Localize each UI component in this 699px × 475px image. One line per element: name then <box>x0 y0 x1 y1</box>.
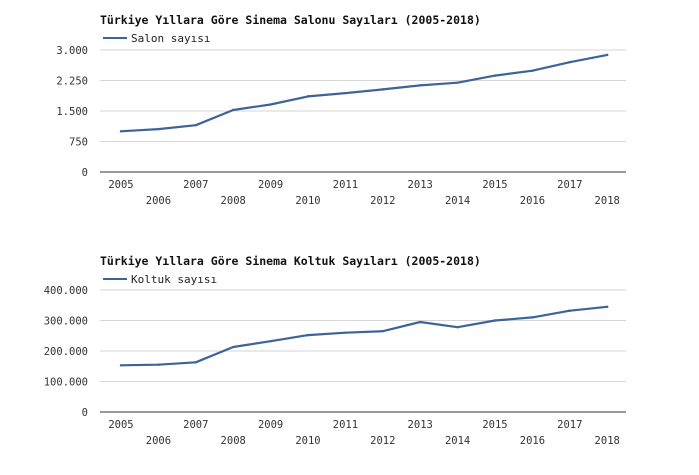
data-point <box>419 84 422 87</box>
data-point <box>119 364 123 367</box>
chart-title: Türkiye Yıllara Göre Sinema Koltuk Sayıl… <box>100 254 481 268</box>
data-point <box>269 340 272 343</box>
data-point <box>344 331 347 334</box>
chart-title: Türkiye Yıllara Göre Sinema Salonu Sayıl… <box>100 13 481 27</box>
data-point <box>456 326 459 329</box>
koltuk-chart: Türkiye Yıllara Göre Sinema Koltuk Sayıl… <box>44 254 626 447</box>
x-tick-label: 2009 <box>258 179 283 191</box>
x-tick-label: 2005 <box>108 419 133 431</box>
data-point <box>568 309 571 312</box>
x-tick-label: 2010 <box>295 195 320 207</box>
data-point <box>419 320 422 324</box>
y-axis-ticks: 0 750 1.500 2.250 3.000 <box>56 45 88 179</box>
data-point <box>606 53 609 57</box>
x-tick-label: 2011 <box>333 179 358 191</box>
data-point <box>269 103 272 106</box>
data-point <box>531 69 534 72</box>
y-tick-label: 200.000 <box>44 346 88 358</box>
y-gridlines <box>100 49 626 173</box>
x-tick-label: 2010 <box>295 435 320 447</box>
y-tick-label: 1.500 <box>56 106 88 118</box>
x-tick-label: 2018 <box>595 195 620 207</box>
data-point <box>493 74 497 77</box>
x-tick-label: 2006 <box>146 435 171 447</box>
y-axis-ticks: 0 100.000 200.000 300.000 400.000 <box>44 285 88 419</box>
y-gridlines <box>100 289 626 413</box>
y-tick-label: 100.000 <box>44 377 88 389</box>
data-point <box>456 81 459 84</box>
x-axis-ticks: 2005 2006 2007 2008 2009 2010 2011 2012 2013 2014… <box>108 419 619 447</box>
data-point <box>194 124 197 127</box>
legend-label: Salon sayısı <box>131 32 210 45</box>
series-layer <box>119 53 609 133</box>
y-tick-label: 0 <box>82 407 88 419</box>
x-tick-label: 2007 <box>183 179 208 191</box>
series-line <box>119 305 609 367</box>
x-tick-label: 2015 <box>482 419 507 431</box>
x-tick-label: 2016 <box>520 435 545 447</box>
y-tick-label: 400.000 <box>44 285 88 297</box>
x-tick-label: 2018 <box>595 435 620 447</box>
data-point <box>381 329 384 333</box>
data-point <box>157 363 160 366</box>
x-tick-label: 2007 <box>183 419 208 431</box>
x-tick-label: 2009 <box>258 419 283 431</box>
data-point <box>306 333 310 337</box>
y-tick-label: 2.250 <box>56 76 88 88</box>
data-point <box>157 127 160 131</box>
x-tick-label: 2011 <box>333 419 358 431</box>
x-axis-ticks: 2005 2006 2007 2008 2009 2010 2011 2012 2013 2014… <box>108 179 619 207</box>
y-tick-label: 0 <box>82 167 88 179</box>
data-point <box>344 91 347 95</box>
x-tick-label: 2014 <box>445 195 470 207</box>
salon-chart: Türkiye Yıllara Göre Sinema Salonu Sayıl… <box>56 13 626 207</box>
x-tick-label: 2005 <box>108 179 133 191</box>
x-tick-label: 2016 <box>520 195 545 207</box>
data-point <box>568 61 571 64</box>
data-point <box>232 345 235 349</box>
data-point <box>606 305 609 308</box>
y-tick-label: 750 <box>69 137 88 149</box>
x-tick-label: 2013 <box>408 179 433 191</box>
series-line <box>119 53 609 133</box>
x-tick-label: 2017 <box>557 419 582 431</box>
x-tick-label: 2008 <box>221 195 246 207</box>
x-tick-label: 2012 <box>370 435 395 447</box>
x-tick-label: 2015 <box>482 179 507 191</box>
x-tick-label: 2006 <box>146 195 171 207</box>
x-tick-label: 2017 <box>557 179 582 191</box>
legend-label: Koltuk sayısı <box>131 273 217 286</box>
y-tick-label: 300.000 <box>44 316 88 328</box>
x-tick-label: 2013 <box>408 419 433 431</box>
data-point <box>119 130 123 133</box>
data-point <box>531 316 534 319</box>
data-point <box>232 108 235 112</box>
data-point <box>306 95 310 98</box>
data-point <box>194 361 197 364</box>
x-tick-label: 2008 <box>221 435 246 447</box>
series-layer <box>119 305 609 367</box>
y-tick-label: 3.000 <box>56 45 88 57</box>
x-tick-label: 2014 <box>445 435 470 447</box>
data-point <box>381 88 384 91</box>
data-point <box>493 319 497 322</box>
x-tick-label: 2012 <box>370 195 395 207</box>
